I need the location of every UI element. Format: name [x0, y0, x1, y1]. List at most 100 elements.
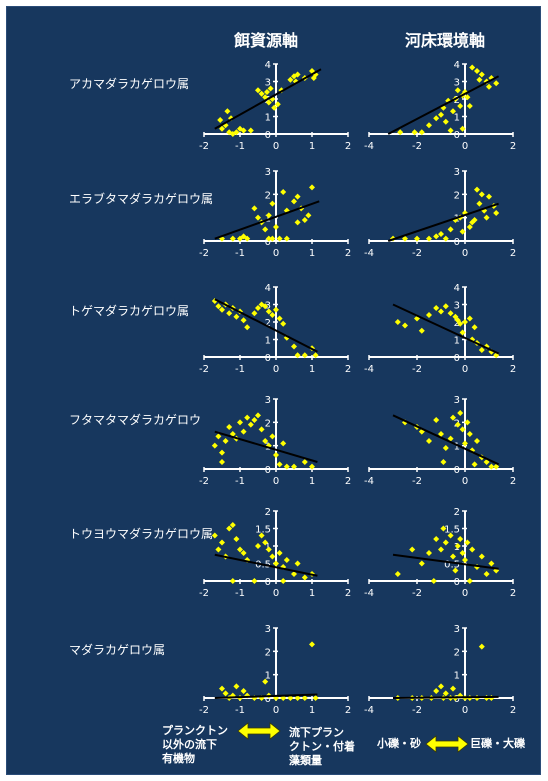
data-point: [471, 324, 478, 331]
data-point: [301, 217, 308, 223]
data-point: [440, 525, 447, 532]
data-point: [287, 76, 294, 83]
data-point: [452, 567, 459, 574]
x-tick-label: -1: [235, 141, 245, 152]
x-tick-label: 2: [345, 248, 351, 259]
x-tick-label: -1: [235, 476, 245, 487]
x-tick-label: 2: [510, 476, 516, 487]
data-point: [464, 94, 471, 101]
data-point: [488, 463, 495, 470]
data-point: [476, 76, 483, 83]
data-point: [474, 186, 480, 193]
data-point: [255, 412, 261, 419]
data-point: [478, 71, 485, 78]
data-point: [447, 435, 454, 442]
data-point: [294, 219, 301, 226]
data-point: [438, 683, 444, 690]
x-tick-label: 1: [309, 364, 315, 375]
data-point: [474, 68, 480, 74]
data-point: [471, 217, 478, 223]
data-point: [471, 461, 478, 468]
data-point: [450, 553, 456, 560]
x-tick-label: -1: [235, 364, 245, 375]
data-point: [440, 459, 447, 465]
x-tick-label: -4: [364, 476, 374, 487]
data-point: [493, 80, 500, 87]
data-point: [462, 319, 468, 325]
data-point: [493, 210, 500, 216]
data-point: [269, 200, 276, 207]
data-point: [457, 320, 464, 327]
data-point: [397, 129, 404, 136]
data-point: [226, 525, 233, 532]
data-point: [450, 685, 456, 692]
data-point: [459, 228, 466, 235]
data-point: [478, 643, 485, 650]
data-point: [219, 449, 225, 456]
y-tick-label: 2: [265, 418, 271, 429]
data-point: [486, 83, 492, 90]
data-point: [402, 322, 408, 329]
data-point: [426, 312, 432, 318]
x-tick-label: 1: [309, 141, 315, 152]
y-tick-label: 4: [454, 283, 460, 294]
data-point: [222, 690, 229, 697]
data-point: [276, 235, 283, 242]
data-point: [394, 319, 401, 325]
x-tick-label: 0: [273, 476, 279, 487]
y-tick-label: 4: [454, 60, 460, 71]
y-tick-label: 0: [265, 465, 271, 476]
data-point: [457, 103, 464, 109]
data-point: [433, 688, 440, 694]
data-point: [291, 343, 297, 350]
x-tick-label: -2: [199, 705, 209, 716]
data-point: [224, 108, 231, 115]
data-point: [418, 560, 425, 567]
data-point: [251, 310, 258, 317]
y-tick-label: 3: [454, 395, 460, 406]
x-tick-label: -1: [235, 705, 245, 716]
y-tick-label: 0: [265, 353, 271, 364]
data-point: [233, 683, 240, 690]
y-tick-label: 1: [454, 113, 460, 124]
data-point: [466, 431, 473, 437]
data-point: [466, 224, 473, 230]
data-point: [255, 543, 261, 549]
regression-line: [214, 200, 320, 240]
x-tick-label: 0: [273, 588, 279, 599]
data-point: [291, 571, 297, 577]
data-point: [442, 690, 449, 697]
data-point: [447, 310, 454, 317]
y-tick-label: 2: [454, 647, 460, 658]
data-point: [255, 87, 261, 94]
x-tick-label: 2: [510, 141, 516, 152]
data-point: [283, 235, 290, 242]
data-point: [309, 463, 315, 470]
x-tick-label: 0: [273, 705, 279, 716]
data-point: [426, 438, 432, 444]
regression-line: [387, 75, 500, 135]
y-tick-label: 1: [265, 671, 271, 682]
data-point: [462, 557, 468, 563]
data-point: [251, 205, 258, 212]
data-point: [483, 571, 490, 577]
data-point: [247, 127, 254, 134]
data-point: [426, 550, 432, 556]
data-point: [258, 426, 265, 433]
y-tick-label: 1: [265, 336, 271, 347]
row-label-erabuta: エラブタマダラカゲロウ属: [69, 192, 214, 206]
data-point: [438, 546, 444, 553]
data-point: [294, 352, 301, 359]
x-tick-label: 1: [309, 705, 315, 716]
data-point: [394, 571, 401, 577]
y-tick-label: 0: [454, 465, 460, 476]
column-header-riverbed: 河床環境軸: [404, 31, 485, 50]
data-point: [226, 424, 233, 430]
data-point: [262, 438, 269, 444]
data-point: [312, 352, 319, 359]
regression-line: [214, 693, 318, 699]
